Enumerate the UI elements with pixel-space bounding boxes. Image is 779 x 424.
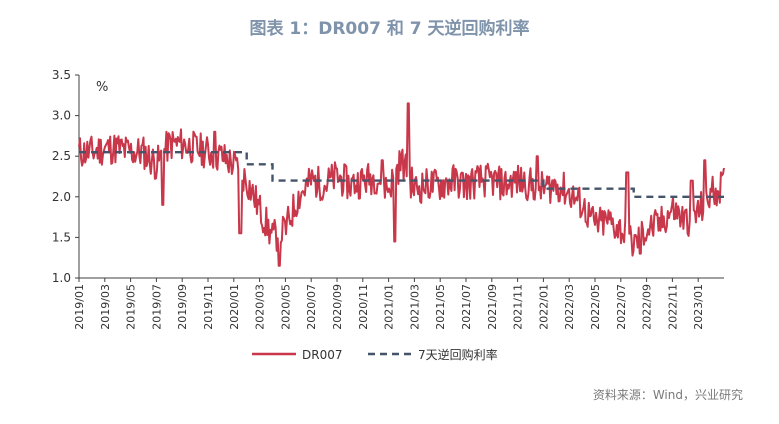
y-tick-label: 3.5: [52, 68, 71, 82]
x-tick-label: 2022/07: [615, 284, 628, 330]
x-tick-label: 2020/09: [331, 284, 344, 330]
series-layer: [78, 102, 725, 267]
source-note: 资料来源：Wind，兴业研究: [592, 388, 743, 402]
x-tick-label: 2023/01: [692, 284, 705, 330]
dr007-line: [78, 102, 725, 267]
x-tick-label: 2019/11: [202, 284, 215, 330]
y-tick-label: 2.5: [52, 149, 71, 163]
x-tick-label: 2020/01: [228, 284, 241, 330]
x-tick-label: 2021/03: [408, 284, 421, 330]
y-unit-label: %: [96, 80, 108, 95]
x-tick-label: 2022/05: [589, 284, 602, 330]
x-tick-label: 2022/09: [641, 284, 654, 330]
x-tick-label: 2022/03: [563, 284, 576, 330]
x-tick-label: 2020/03: [254, 284, 267, 330]
legend-label-dr007: DR007: [302, 348, 342, 362]
x-tick-label: 2019/05: [125, 284, 138, 330]
x-tick-label: 2019/03: [99, 284, 112, 330]
x-tick-label: 2021/05: [434, 284, 447, 330]
x-tick-label: 2020/05: [279, 284, 292, 330]
x-tick-label: 2022/01: [537, 284, 550, 330]
x-tick-label: 2019/01: [73, 284, 86, 330]
legend-label-repo: 7天逆回购利率: [418, 347, 498, 362]
x-tick-label: 2022/11: [666, 284, 679, 330]
chart-title: 图表 1：DR007 和 7 天逆回购利率: [249, 19, 530, 39]
x-tick-label: 2021/11: [512, 284, 525, 330]
x-tick-label: 2021/07: [460, 284, 473, 330]
y-tick-label: 2.0: [52, 190, 71, 204]
x-tick-label: 2019/09: [176, 284, 189, 330]
x-tick-label: 2019/07: [150, 284, 163, 330]
reverse-repo-line: [79, 150, 724, 198]
y-tick-label: 1.5: [52, 230, 71, 244]
x-tick-label: 2021/01: [383, 284, 396, 330]
legend: DR007 7天逆回购利率: [252, 347, 498, 362]
x-tick-label: 2020/11: [357, 284, 370, 330]
axes: 1.0 1.5 2.0 2.5 3.0 3.5% 2019/01 2019/03 2019/05…: [52, 68, 724, 330]
y-tick-label: 1.0: [52, 271, 71, 285]
y-tick-label: 3.0: [52, 109, 71, 123]
x-tick-label: 2020/07: [305, 284, 318, 330]
x-tick-label: 2021/09: [486, 284, 499, 330]
